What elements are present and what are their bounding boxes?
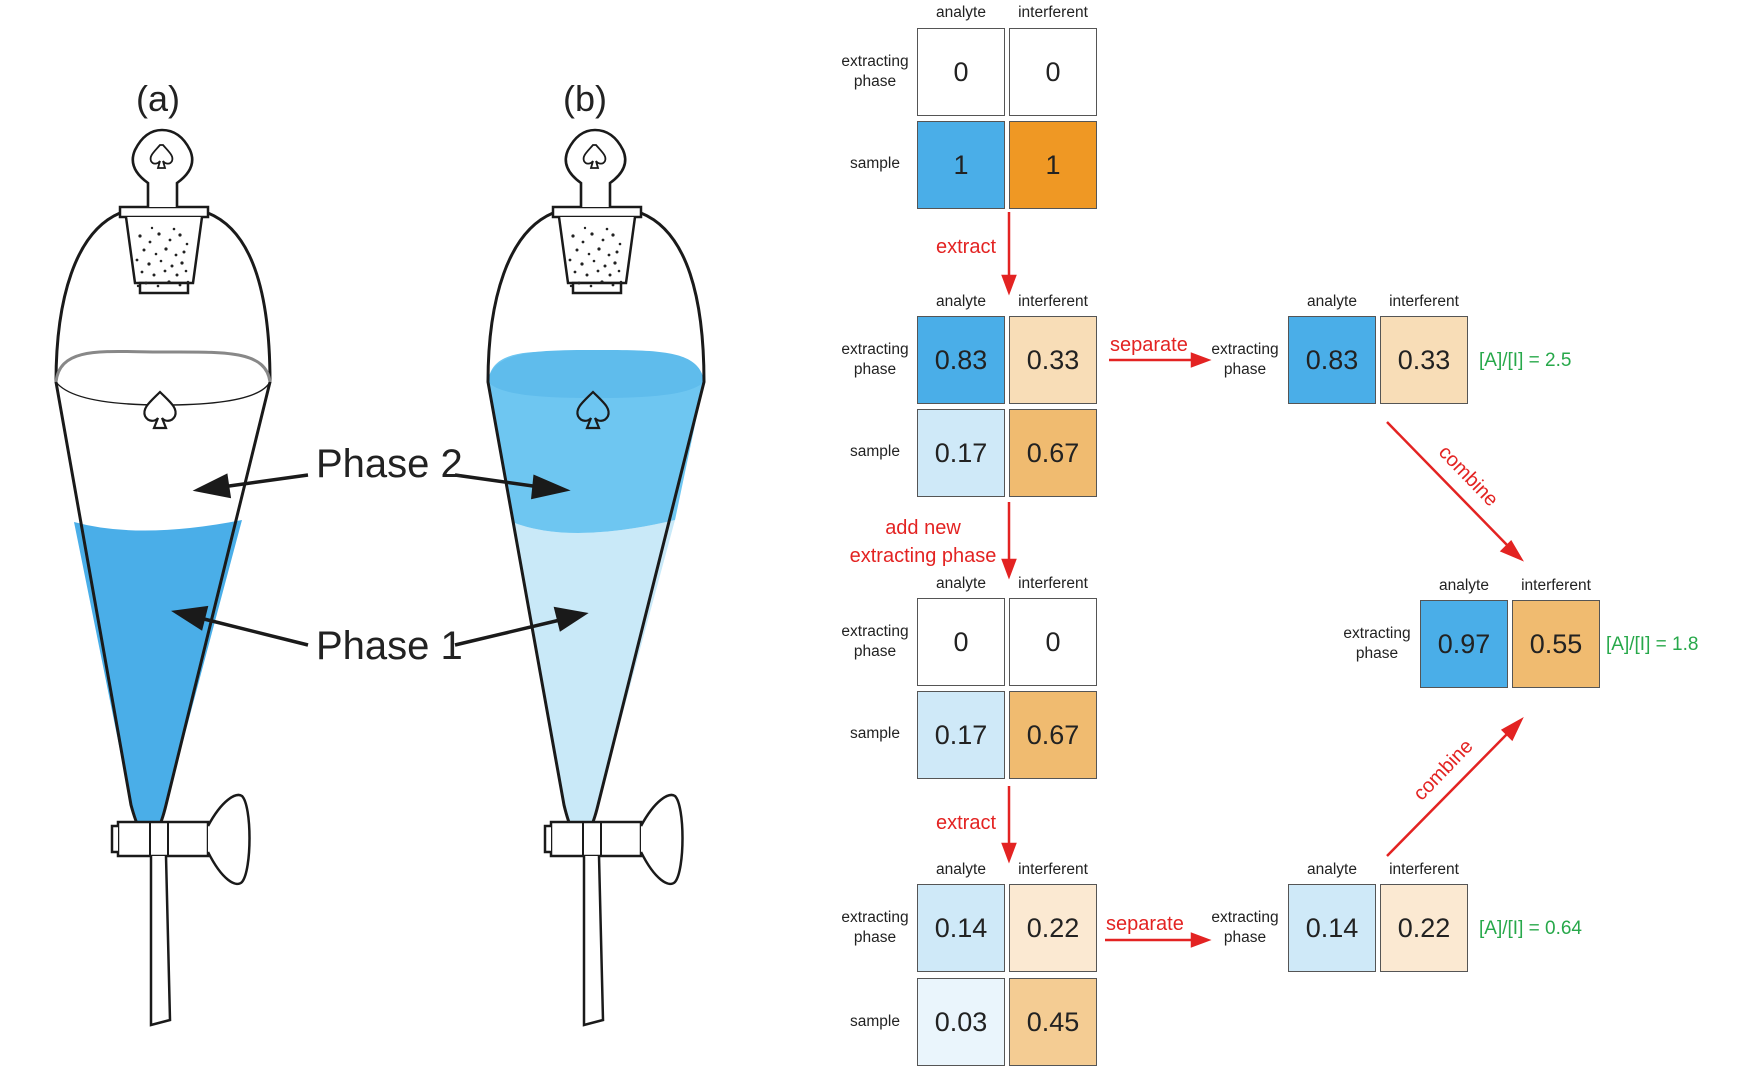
combine-label-1: combine [1433,441,1503,511]
t1-extracting-label: extracting phase [841,53,909,90]
t4-extracting-interferent: 0.22 [1009,884,1097,972]
c-analyte-header: analyte [1439,577,1489,594]
t2-interferent-header: interferent [1018,293,1088,310]
t2-extracting-label: extracting phase [841,341,909,378]
t1-analyte-header: analyte [936,4,986,21]
panel-label-a: (a) [136,78,180,119]
c-ratio: [A]/[I] = 1.8 [1606,634,1699,655]
arrow-extract-1 [1001,212,1017,296]
t4-analyte-header: analyte [936,861,986,878]
arrow-extract-2 [1001,786,1017,864]
arrow-add-new [1001,502,1017,580]
extract-label-1: extract [936,236,997,258]
t3-interferent-header: interferent [1018,575,1088,592]
s1-interferent-header: interferent [1389,293,1459,310]
s2-ratio: [A]/[I] = 0.64 [1479,918,1582,939]
t4-sample-label: sample [850,1013,900,1030]
t2-sample-interferent: 0.67 [1009,409,1097,497]
s2-extracting-label: extracting phase [1211,909,1279,946]
combine-label-2: combine [1409,735,1478,805]
t3-sample-label: sample [850,725,900,742]
t4-extracting-label: extracting phase [841,909,909,946]
t2-sample-analyte: 0.17 [917,409,1005,497]
s1-ratio: [A]/[I] = 2.5 [1479,350,1572,371]
c-extracting-interferent: 0.55 [1512,600,1600,688]
t3-sample-analyte: 0.17 [917,691,1005,779]
t3-extracting-label: extracting phase [841,623,909,660]
t3-sample-interferent: 0.67 [1009,691,1097,779]
s2-interferent-header: interferent [1389,861,1459,878]
t1-extracting-analyte: 0 [917,28,1005,116]
arrow-combine-2 [1386,717,1524,857]
c-extracting-label: extracting phase [1343,625,1411,662]
t3-extracting-analyte: 0 [917,598,1005,686]
t1-sample-analyte: 1 [917,121,1005,209]
s1-analyte-header: analyte [1307,293,1357,310]
add-new-label: add new extracting phase [849,517,997,567]
funnel-a-phase1-liquid [74,520,242,838]
t4-extracting-analyte: 0.14 [917,884,1005,972]
t4-sample-analyte: 0.03 [917,978,1005,1066]
t1-interferent-header: interferent [1018,4,1088,21]
phase1-label: Phase 1 [316,624,463,668]
s1-extracting-label: extracting phase [1211,341,1279,378]
separate-label-1: separate [1110,334,1188,356]
phase-pointer-arrows [171,473,589,647]
c-interferent-header: interferent [1521,577,1591,594]
separate-label-2: separate [1106,913,1184,935]
t1-sample-interferent: 1 [1009,121,1097,209]
funnel-a [54,128,272,1027]
t2-sample-label: sample [850,443,900,460]
t2-extracting-interferent: 0.33 [1009,316,1097,404]
c-extracting-analyte: 0.97 [1420,600,1508,688]
t1-extracting-interferent: 0 [1009,28,1097,116]
t2-extracting-analyte: 0.83 [917,316,1005,404]
s1-extracting-analyte: 0.83 [1288,316,1376,404]
phase2-label: Phase 2 [316,442,463,486]
t3-analyte-header: analyte [936,575,986,592]
funnel-b [486,128,706,1027]
t3-extracting-interferent: 0 [1009,598,1097,686]
t1-sample-label: sample [850,155,900,172]
s1-extracting-interferent: 0.33 [1380,316,1468,404]
arrow-combine-1 [1386,421,1524,562]
separatory-funnels [54,128,706,1027]
funnel-b-phase1-liquid [512,520,675,838]
t2-analyte-header: analyte [936,293,986,310]
t4-interferent-header: interferent [1018,861,1088,878]
t4-sample-interferent: 0.45 [1009,978,1097,1066]
s2-extracting-analyte: 0.14 [1288,884,1376,972]
s2-extracting-interferent: 0.22 [1380,884,1468,972]
panel-label-b: (b) [563,78,607,119]
s2-analyte-header: analyte [1307,861,1357,878]
extract-label-2: extract [936,812,997,834]
